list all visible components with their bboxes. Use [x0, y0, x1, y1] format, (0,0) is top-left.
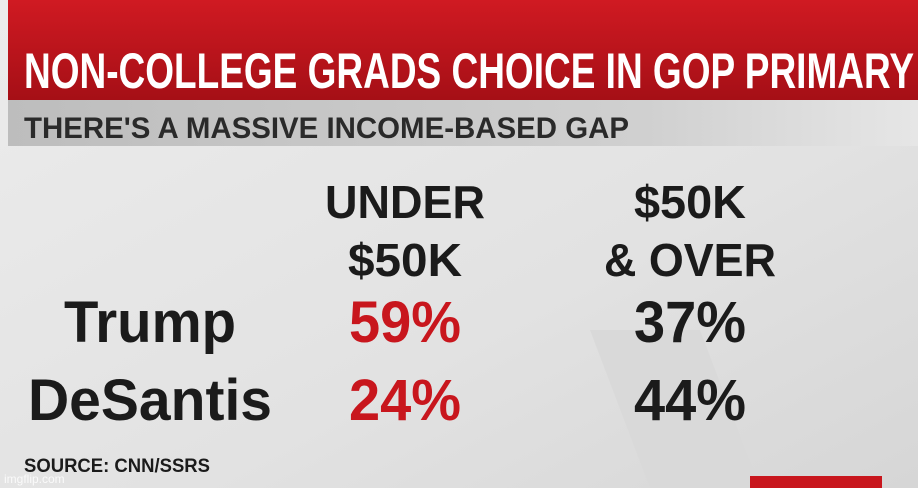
- title: NON-COLLEGE GRADS CHOICE IN GOP PRIMARY: [24, 43, 914, 99]
- column-header: & OVER: [604, 234, 776, 286]
- row-label: DeSantis: [28, 368, 272, 433]
- column-header: $50K: [348, 234, 462, 286]
- watermark: imgflip.com: [4, 472, 65, 486]
- cell-value: 24%: [349, 368, 461, 433]
- row-label: Trump: [64, 290, 236, 355]
- source: SOURCE: CNN/SSRS: [24, 456, 210, 477]
- decor: [590, 330, 760, 488]
- cell-value: 44%: [634, 368, 746, 433]
- cell-value: 37%: [634, 290, 746, 355]
- cell-value: 59%: [349, 290, 461, 355]
- column-header: UNDER: [325, 176, 485, 228]
- column-header: $50K: [634, 176, 746, 228]
- subtitle: THERE'S A MASSIVE INCOME-BASED GAP: [24, 112, 629, 145]
- subtitle-bar: [8, 100, 918, 146]
- title-bar: [8, 0, 918, 100]
- live-badge: [750, 476, 882, 488]
